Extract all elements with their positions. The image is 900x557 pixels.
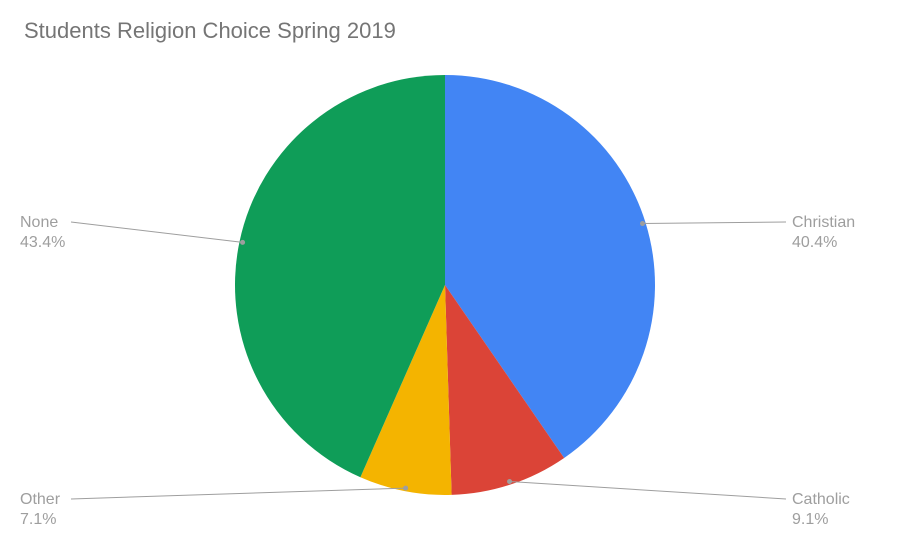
slice-label-none: None43.4% xyxy=(20,213,65,253)
slice-label-name: Christian xyxy=(792,213,855,233)
leader-christian xyxy=(643,222,786,224)
slice-label-name: Catholic xyxy=(792,490,850,510)
slice-label-name: None xyxy=(20,213,65,233)
slice-label-christian: Christian40.4% xyxy=(792,213,855,253)
slice-label-pct: 40.4% xyxy=(792,233,855,253)
leader-dot-catholic xyxy=(507,479,512,484)
leader-dot-none xyxy=(240,240,245,245)
slice-label-other: Other7.1% xyxy=(20,490,60,530)
slice-label-pct: 9.1% xyxy=(792,510,850,530)
leader-catholic xyxy=(510,482,786,499)
leader-dot-christian xyxy=(640,221,645,226)
slice-label-pct: 43.4% xyxy=(20,233,65,253)
slice-label-pct: 7.1% xyxy=(20,510,60,530)
leader-dot-other xyxy=(403,486,408,491)
pie-chart: Christian40.4%Catholic9.1%Other7.1%None4… xyxy=(0,0,900,557)
pie-svg xyxy=(0,0,900,557)
pie-slices xyxy=(235,75,655,495)
leader-other xyxy=(71,488,406,499)
slice-label-name: Other xyxy=(20,490,60,510)
slice-label-catholic: Catholic9.1% xyxy=(792,490,850,530)
leader-none xyxy=(71,222,243,242)
